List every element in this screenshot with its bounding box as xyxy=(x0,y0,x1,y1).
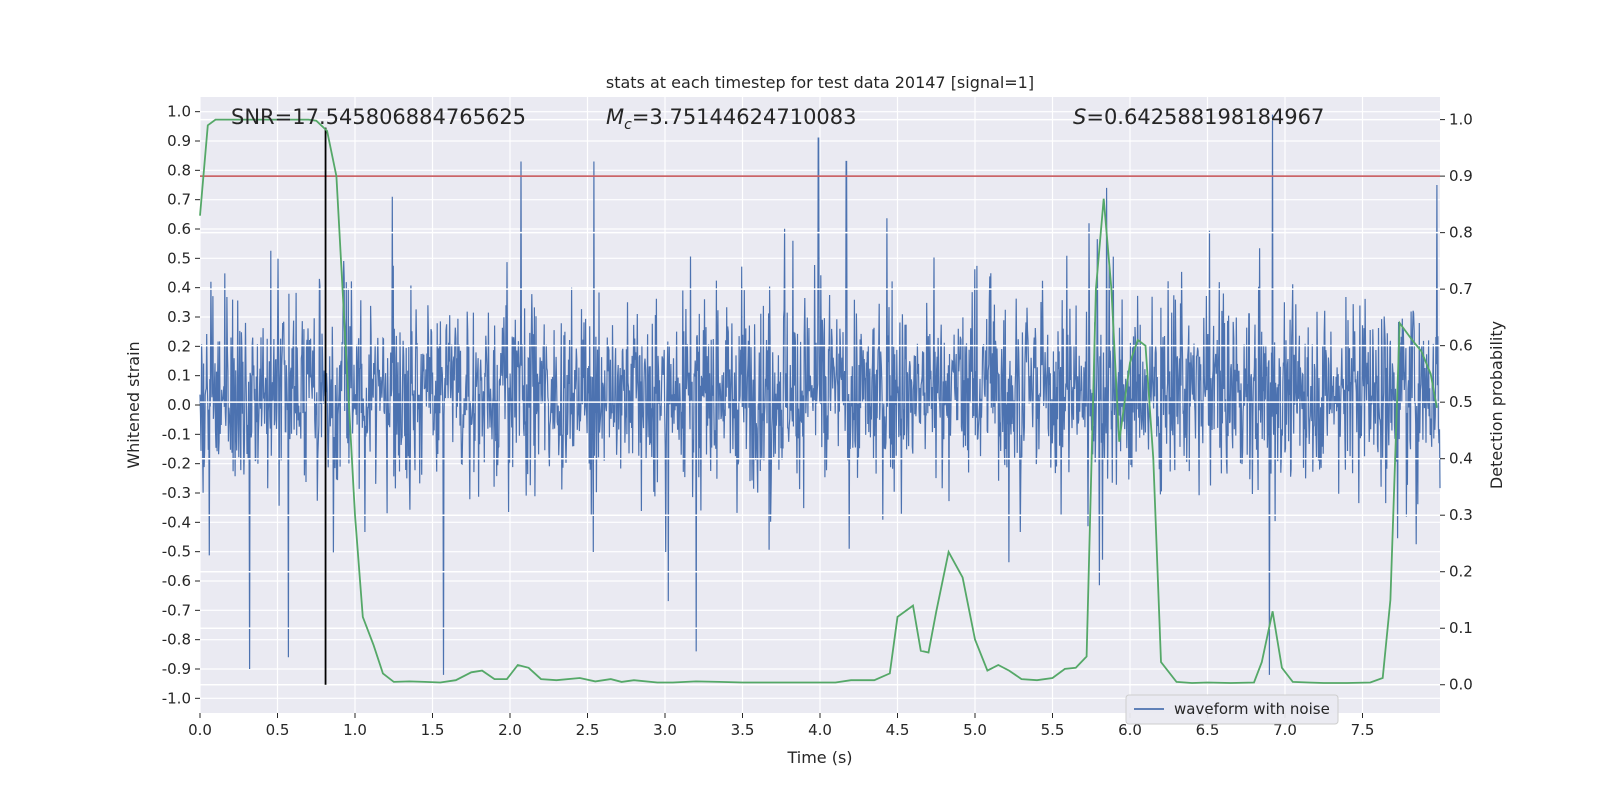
x-tick-label: 6.0 xyxy=(1118,721,1142,739)
x-tick-label: 2.5 xyxy=(576,721,600,739)
y-tick-label: 0.9 xyxy=(167,132,191,150)
y-tick-label: 0.7 xyxy=(167,191,191,209)
right-tick-label: 0.6 xyxy=(1449,337,1473,355)
right-axis-ticks: 0.0 0.1 0.2 0.3 0.4 0.5 0.6 0.7 0.8 0.9 1.0 xyxy=(1440,111,1473,694)
y-axis-label: Whitened strain xyxy=(124,341,143,468)
legend: waveform with noise xyxy=(1125,694,1339,725)
x-tick-label: 2.0 xyxy=(498,721,522,739)
right-tick-label: 0.9 xyxy=(1449,167,1473,185)
right-tick-label: 0.0 xyxy=(1449,676,1473,694)
x-tick-label: 1.5 xyxy=(421,721,445,739)
snr-annotation: SNR=17.545806884765625 xyxy=(231,105,526,129)
y-tick-label: -0.2 xyxy=(162,455,191,473)
x-tick-label: 7.0 xyxy=(1273,721,1297,739)
x-tick-label: 0.0 xyxy=(188,721,212,739)
x-tick-label: 3.5 xyxy=(731,721,755,739)
y-tick-label: 0.1 xyxy=(167,367,191,385)
right-tick-label: 0.4 xyxy=(1449,450,1473,468)
s-statistic-symbol: S xyxy=(1073,105,1086,129)
right-tick-label: 1.0 xyxy=(1449,111,1473,129)
x-axis-label: Time (s) xyxy=(786,748,852,767)
y-tick-label: 0.5 xyxy=(167,249,191,267)
x-axis-ticks: 0.0 0.5 1.0 1.5 2.0 2.5 3.0 3.5 4.0 4.5 5.0 5.5 6.0 6… xyxy=(188,713,1374,739)
s-statistic-annotation: S=0.642588198184967 xyxy=(1073,105,1324,129)
y-tick-label: 0.4 xyxy=(167,279,191,297)
right-y-axis-label: Detection probability xyxy=(1487,321,1506,489)
y-tick-label: -0.9 xyxy=(162,660,191,678)
chirp-mass-subscript: c xyxy=(624,117,632,133)
y-tick-label: -0.8 xyxy=(162,631,191,649)
x-tick-label: 0.5 xyxy=(266,721,290,739)
x-tick-label: 4.5 xyxy=(886,721,910,739)
s-statistic-value: =0.642588198184967 xyxy=(1086,105,1324,129)
x-tick-label: 6.5 xyxy=(1196,721,1220,739)
legend-box xyxy=(1125,694,1339,725)
x-tick-label: 5.0 xyxy=(963,721,987,739)
x-tick-label: 5.5 xyxy=(1041,721,1065,739)
detection-probability-line xyxy=(199,118,1438,684)
legend-label: waveform with noise xyxy=(1174,700,1330,718)
right-tick-label: 0.3 xyxy=(1449,506,1473,524)
y-tick-label: 0.8 xyxy=(167,161,191,179)
y-tick-label: -0.4 xyxy=(162,513,191,531)
right-tick-label: 0.5 xyxy=(1449,393,1473,411)
y-tick-label: 0.6 xyxy=(167,220,191,238)
y-tick-label: -1.0 xyxy=(162,689,191,707)
chart-title: stats at each timestep for test data 201… xyxy=(606,73,1034,92)
y-tick-label: -0.1 xyxy=(162,425,191,443)
y-tick-label: 1.0 xyxy=(167,103,191,121)
y-tick-label: 0.3 xyxy=(167,308,191,326)
x-tick-label: 7.5 xyxy=(1351,721,1375,739)
y-tick-label: -0.3 xyxy=(162,484,191,502)
y-tick-label: -0.7 xyxy=(162,601,191,619)
x-tick-label: 3.0 xyxy=(653,721,677,739)
x-tick-label: 1.0 xyxy=(343,721,367,739)
chirp-mass-symbol: M xyxy=(606,105,624,129)
chirp-mass-annotation: Mc=3.75144624710083 xyxy=(606,105,857,133)
y-axis-ticks: -1.0 -0.9 -0.8 -0.7 -0.6 -0.5 -0.4 -0.3 -0.2 -0.1… xyxy=(162,103,200,707)
y-tick-label: -0.6 xyxy=(162,572,191,590)
y-tick-label: -0.5 xyxy=(162,543,191,561)
y-tick-label: 0.0 xyxy=(167,396,191,414)
x-tick-label: 4.0 xyxy=(808,721,832,739)
chirp-mass-value: =3.75144624710083 xyxy=(632,105,857,129)
y-tick-label: 0.2 xyxy=(167,337,191,355)
right-tick-label: 0.2 xyxy=(1449,563,1473,581)
right-tick-label: 0.8 xyxy=(1449,224,1473,242)
right-tick-label: 0.1 xyxy=(1449,619,1473,637)
right-tick-label: 0.7 xyxy=(1449,280,1473,298)
